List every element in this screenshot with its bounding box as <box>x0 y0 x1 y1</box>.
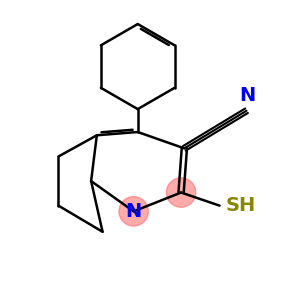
Text: SH: SH <box>226 196 256 215</box>
Circle shape <box>167 178 196 207</box>
Text: N: N <box>125 202 142 221</box>
Circle shape <box>119 196 148 226</box>
Text: N: N <box>239 86 256 105</box>
